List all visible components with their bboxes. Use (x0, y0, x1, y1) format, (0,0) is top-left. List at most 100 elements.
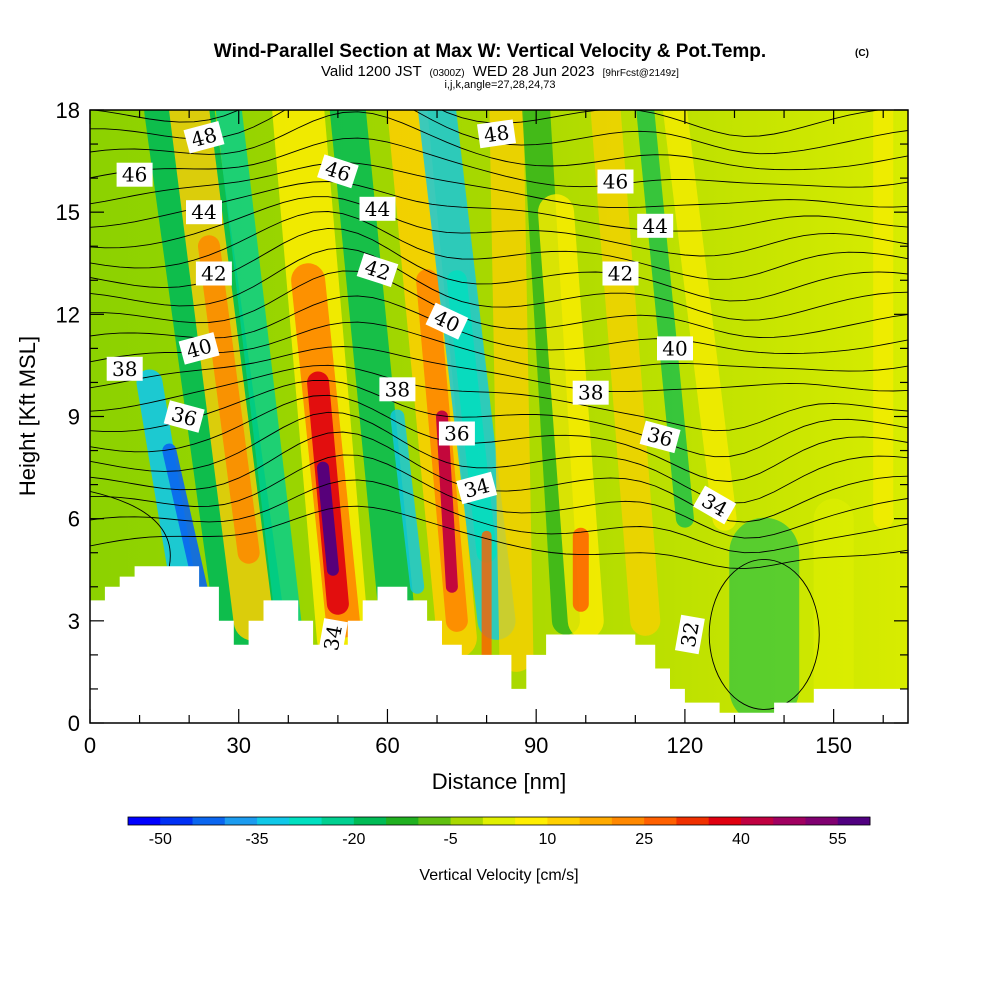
theta-contour-line (90, 247, 908, 321)
theta-contour-line (90, 346, 908, 393)
theta-label-box (674, 614, 705, 655)
velocity-band (590, 110, 661, 636)
colorbar-swatch (676, 817, 710, 825)
colorbar-swatch (837, 817, 871, 825)
theta-label: 34 (317, 618, 348, 658)
theta-contour-line (90, 295, 908, 354)
theta-label-box (637, 213, 674, 238)
velocity-band (197, 235, 260, 564)
chart-title: Wind-Parallel Section at Max W: Vertical… (214, 41, 766, 62)
theta-label-text: 36 (444, 422, 469, 446)
colorbar-swatch (482, 817, 516, 825)
x-tick-label: 120 (667, 733, 704, 758)
theta-label: 44 (637, 213, 674, 238)
theta-contour-line (90, 454, 908, 539)
velocity-band (390, 409, 425, 594)
colorbar-label: -5 (443, 831, 457, 848)
x-axis-label: Distance [nm] (432, 769, 567, 794)
theta-label: 46 (597, 169, 634, 194)
theta-label-box (317, 154, 359, 189)
theta-contour-line (90, 196, 908, 257)
theta-contour-line (90, 431, 908, 523)
colorbar-swatch (515, 817, 548, 825)
colorbar-label: -20 (342, 831, 365, 848)
colorbar-swatch (353, 817, 387, 825)
theta-label: 32 (674, 614, 705, 655)
theta-label-box (602, 261, 639, 286)
theta-label-box (425, 302, 469, 340)
theta-label-text: 44 (191, 200, 216, 224)
theta-label-box (597, 169, 634, 194)
theta-contour-line (90, 162, 908, 209)
velocity-band (215, 110, 302, 634)
theta-contour-line (90, 111, 908, 171)
theta-label-box (183, 120, 225, 154)
colorbar-label: 55 (829, 831, 847, 848)
theta-label-text: 38 (578, 381, 603, 405)
theta-label: 36 (438, 421, 475, 446)
colorbar-swatch (321, 817, 355, 825)
theta-label: 44 (186, 200, 222, 225)
theta-label-box (456, 471, 498, 505)
theta-label: 40 (657, 336, 693, 361)
theta-label-box (693, 485, 737, 525)
theta-label-text: 40 (662, 336, 687, 360)
theta-label-box (356, 253, 399, 288)
theta-label: 38 (572, 380, 609, 405)
theta-contour-line (90, 490, 171, 567)
copyright-mark: (C) (855, 48, 869, 59)
y-tick-label: 15 (56, 200, 80, 225)
valid-time-line: Valid 1200 JST (0300Z) WED 28 Jun 2023 [… (321, 63, 679, 80)
theta-contour-line (90, 137, 908, 188)
theta-contour-line (90, 394, 908, 482)
colorbar-swatch (386, 817, 419, 825)
colorbar-swatch (128, 817, 161, 825)
theta-contour-line (708, 559, 820, 710)
colorbar-swatch (192, 817, 226, 825)
theta-contour-line (90, 411, 908, 504)
velocity-band (662, 110, 737, 531)
theta-label-box (359, 196, 396, 221)
colorbar-label: 10 (539, 831, 557, 848)
y-tick-label: 3 (68, 609, 80, 634)
theta-label-box (195, 261, 232, 286)
grid-indices: i,j,k,angle=27,28,24,73 (444, 79, 555, 91)
colorbar-swatch (611, 817, 645, 825)
theta-label-text: 38 (385, 377, 410, 401)
x-tick-label: 60 (375, 733, 399, 758)
y-tick-label: 12 (56, 302, 80, 327)
theta-label: 46 (116, 162, 153, 187)
theta-label-text: 46 (122, 163, 147, 187)
theta-contour-line (90, 379, 908, 458)
colorbar-swatch (160, 817, 194, 825)
colorbar-label: 25 (635, 831, 653, 848)
valid-date: WED 28 Jun 2023 (473, 63, 595, 80)
colorbar-label: -35 (245, 831, 268, 848)
y-tick-label: 0 (68, 711, 80, 736)
colorbar-swatch (289, 817, 323, 825)
theta-label-box (572, 380, 609, 405)
y-tick-label: 18 (56, 98, 80, 123)
theta-label: 42 (195, 261, 232, 286)
y-axis-label: Height [Kft MSL] (15, 336, 40, 496)
colorbar-swatch (708, 817, 742, 825)
theta-label-box (379, 377, 416, 402)
velocity-band (329, 110, 416, 639)
colorbar-swatch (740, 817, 774, 825)
theta-label-text: 44 (642, 214, 667, 238)
valid-prefix: Valid 1200 JST (321, 63, 421, 80)
colorbar-swatch (773, 817, 806, 825)
colorbar-swatch (224, 817, 258, 825)
x-tick-label: 0 (84, 733, 96, 758)
theta-label-box (438, 421, 475, 446)
theta-label: 38 (106, 356, 143, 381)
colorbar-swatch (805, 817, 839, 825)
theta-label-box (639, 420, 681, 454)
colorbar-labels: -50 -35 -20 -5 10 25 40 55 (149, 831, 847, 848)
colorbar-swatch (644, 817, 677, 825)
y-tick-label: 9 (68, 405, 80, 430)
velocity-band (489, 110, 534, 672)
theta-contour-line (90, 181, 908, 232)
colorbar-frame (127, 816, 871, 826)
